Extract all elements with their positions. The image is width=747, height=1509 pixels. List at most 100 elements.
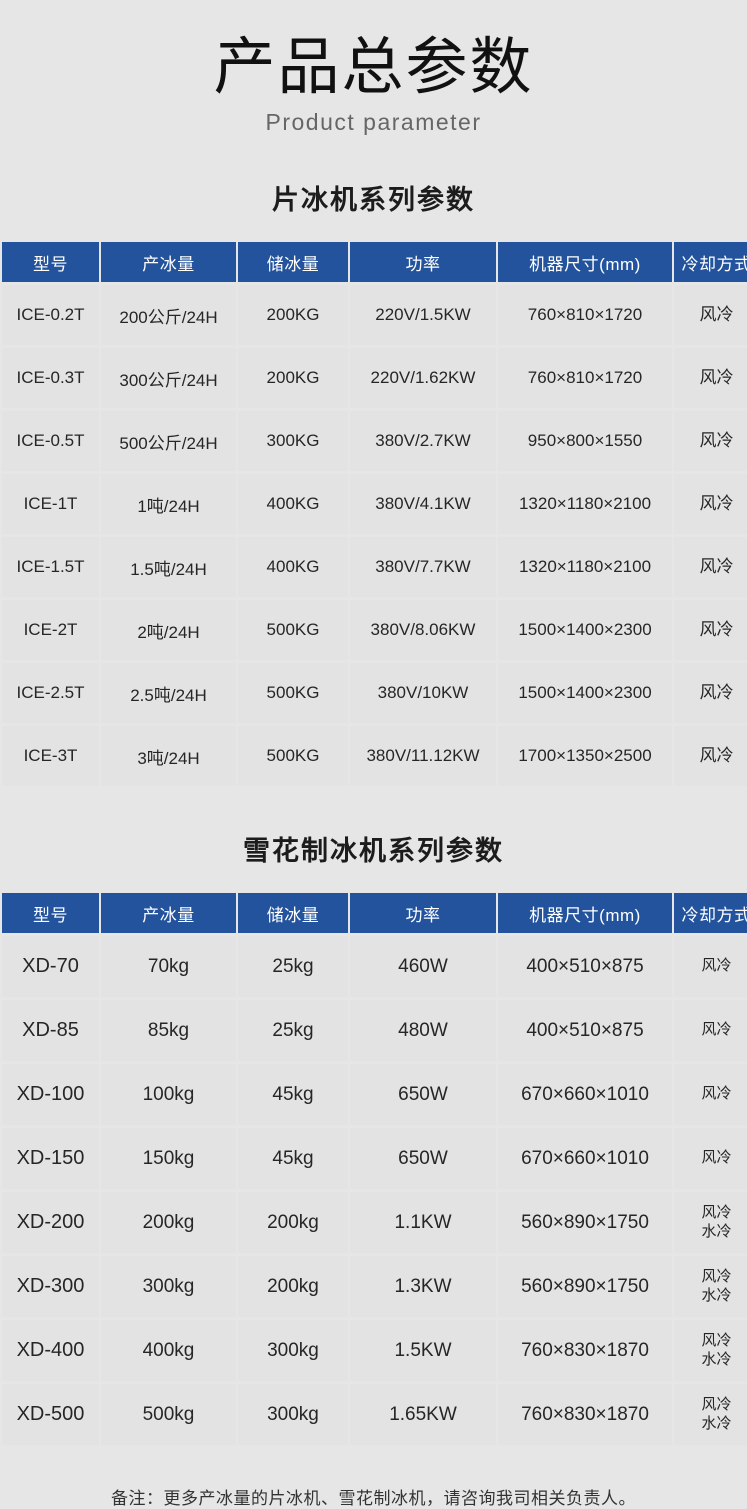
cell-output: 1.5吨/24H bbox=[101, 537, 236, 598]
cell-storage: 200kg bbox=[238, 1256, 348, 1318]
cell-size: 760×810×1720 bbox=[498, 285, 672, 346]
cell-power: 380V/11.12KW bbox=[350, 726, 496, 787]
cell-output: 1吨/24H bbox=[101, 474, 236, 535]
cooling-line: 风冷 bbox=[699, 745, 734, 765]
cell-power: 220V/1.5KW bbox=[350, 285, 496, 346]
cooling-line: 风冷 bbox=[701, 1085, 732, 1103]
cell-storage: 400KG bbox=[238, 474, 348, 535]
cell-output: 2吨/24H bbox=[101, 600, 236, 661]
column-header-size: 机器尺寸(mm) bbox=[498, 893, 672, 934]
page-subtitle: Product parameter bbox=[265, 109, 482, 136]
snowflake-ice-table-body: XD-70 70kg 25kg 460W 400×510×875 风冷 XD-85 85kg 2… bbox=[2, 936, 747, 1446]
table-row: ICE-0.3T 300公斤/24H 200KG 220V/1.62KW 760×810… bbox=[2, 348, 747, 409]
cell-size: 670×660×1010 bbox=[498, 1128, 672, 1190]
cell-size: 760×810×1720 bbox=[498, 348, 672, 409]
cell-cooling: 风冷 bbox=[674, 537, 747, 598]
table-row: ICE-3T 3吨/24H 500KG 380V/11.12KW 1700×1350×2… bbox=[2, 726, 747, 787]
cell-model: ICE-0.3T bbox=[2, 348, 99, 409]
cell-cooling: 风冷 bbox=[674, 726, 747, 787]
cell-size: 1320×1180×2100 bbox=[498, 537, 672, 598]
cell-storage: 300KG bbox=[238, 411, 348, 472]
cell-model: ICE-1.5T bbox=[2, 537, 99, 598]
cooling-line: 水冷 bbox=[701, 1286, 732, 1304]
table-row: XD-150 150kg 45kg 650W 670×660×1010 风冷 bbox=[2, 1128, 747, 1190]
cell-storage: 400KG bbox=[238, 537, 348, 598]
cell-cooling: 风冷 bbox=[674, 936, 747, 998]
cooling-line: 风冷 bbox=[699, 556, 734, 576]
cell-output: 200kg bbox=[101, 1192, 236, 1254]
cell-power: 460W bbox=[350, 936, 496, 998]
cell-output: 2.5吨/24H bbox=[101, 663, 236, 724]
cooling-line: 风冷 bbox=[701, 1204, 732, 1222]
cell-output: 500公斤/24H bbox=[101, 411, 236, 472]
column-header-output: 产冰量 bbox=[101, 893, 236, 934]
cell-output: 150kg bbox=[101, 1128, 236, 1190]
cell-cooling: 风冷 bbox=[674, 285, 747, 346]
table-row: ICE-0.2T 200公斤/24H 200KG 220V/1.5KW 760×810×… bbox=[2, 285, 747, 346]
cell-output: 3吨/24H bbox=[101, 726, 236, 787]
cell-storage: 25kg bbox=[238, 936, 348, 998]
cell-model: ICE-2.5T bbox=[2, 663, 99, 724]
cell-storage: 45kg bbox=[238, 1064, 348, 1126]
column-header-model: 型号 bbox=[2, 893, 99, 934]
cell-storage: 200kg bbox=[238, 1192, 348, 1254]
column-header-output: 产冰量 bbox=[101, 242, 236, 283]
cell-size: 760×830×1870 bbox=[498, 1320, 672, 1382]
cell-output: 300kg bbox=[101, 1256, 236, 1318]
cell-power: 1.3KW bbox=[350, 1256, 496, 1318]
cell-model: XD-150 bbox=[2, 1128, 99, 1190]
section-title-flake-ice: 片冰机系列参数 bbox=[272, 185, 475, 217]
cell-model: ICE-0.5T bbox=[2, 411, 99, 472]
cell-size: 400×510×875 bbox=[498, 1000, 672, 1062]
cooling-line: 风冷 bbox=[699, 619, 734, 639]
cell-cooling: 风冷 bbox=[674, 1000, 747, 1062]
cell-size: 560×890×1750 bbox=[498, 1256, 672, 1318]
table-row: ICE-2T 2吨/24H 500KG 380V/8.06KW 1500×1400×23… bbox=[2, 600, 747, 661]
cell-model: XD-500 bbox=[2, 1384, 99, 1446]
cell-model: XD-300 bbox=[2, 1256, 99, 1318]
page-title: 产品总参数 bbox=[213, 30, 534, 103]
cell-storage: 500KG bbox=[238, 663, 348, 724]
cooling-line: 水冷 bbox=[701, 1414, 732, 1432]
cell-cooling: 风冷 bbox=[674, 411, 747, 472]
footer-note: 备注：更多产冰量的片冰机、雪花制冰机，请咨询我司相关负责人。 bbox=[111, 1489, 636, 1509]
column-header-power: 功率 bbox=[350, 893, 496, 934]
column-header-cooling: 冷却方式 bbox=[674, 893, 747, 934]
cell-output: 300公斤/24H bbox=[101, 348, 236, 409]
cell-storage: 45kg bbox=[238, 1128, 348, 1190]
cooling-line: 水冷 bbox=[701, 1350, 732, 1368]
cell-power: 1.5KW bbox=[350, 1320, 496, 1382]
flake-ice-parameter-table: 型号 产冰量 储冰量 功率 机器尺寸(mm) 冷却方式 ICE-0.2T 200公… bbox=[0, 239, 747, 789]
section-title-snowflake-ice: 雪花制冰机系列参数 bbox=[243, 836, 504, 868]
cell-power: 1.1KW bbox=[350, 1192, 496, 1254]
cooling-line: 风冷 bbox=[699, 367, 734, 387]
cell-model: ICE-2T bbox=[2, 600, 99, 661]
cooling-line: 风冷 bbox=[701, 957, 732, 975]
cell-power: 220V/1.62KW bbox=[350, 348, 496, 409]
cell-power: 380V/7.7KW bbox=[350, 537, 496, 598]
cell-cooling: 风冷 bbox=[674, 1128, 747, 1190]
cell-model: XD-70 bbox=[2, 936, 99, 998]
cooling-line: 风冷 bbox=[699, 493, 734, 513]
cooling-line: 风冷 bbox=[701, 1332, 732, 1350]
table-header-row: 型号 产冰量 储冰量 功率 机器尺寸(mm) 冷却方式 bbox=[2, 893, 747, 934]
cell-cooling: 风冷 bbox=[674, 1064, 747, 1126]
cell-model: XD-200 bbox=[2, 1192, 99, 1254]
cell-model: XD-100 bbox=[2, 1064, 99, 1126]
cell-storage: 500KG bbox=[238, 726, 348, 787]
cooling-line: 风冷 bbox=[701, 1396, 732, 1414]
cell-output: 85kg bbox=[101, 1000, 236, 1062]
cell-model: ICE-1T bbox=[2, 474, 99, 535]
table-row: XD-70 70kg 25kg 460W 400×510×875 风冷 bbox=[2, 936, 747, 998]
cooling-line: 风冷 bbox=[701, 1149, 732, 1167]
table-row: ICE-2.5T 2.5吨/24H 500KG 380V/10KW 1500×1400×… bbox=[2, 663, 747, 724]
cooling-line: 风冷 bbox=[699, 430, 734, 450]
cell-size: 1700×1350×2500 bbox=[498, 726, 672, 787]
cell-power: 380V/10KW bbox=[350, 663, 496, 724]
cell-size: 1500×1400×2300 bbox=[498, 663, 672, 724]
cell-model: ICE-3T bbox=[2, 726, 99, 787]
table-row: ICE-1T 1吨/24H 400KG 380V/4.1KW 1320×1180×210… bbox=[2, 474, 747, 535]
cell-cooling: 风冷 bbox=[674, 600, 747, 661]
cell-cooling: 风冷 bbox=[674, 474, 747, 535]
cell-power: 650W bbox=[350, 1128, 496, 1190]
